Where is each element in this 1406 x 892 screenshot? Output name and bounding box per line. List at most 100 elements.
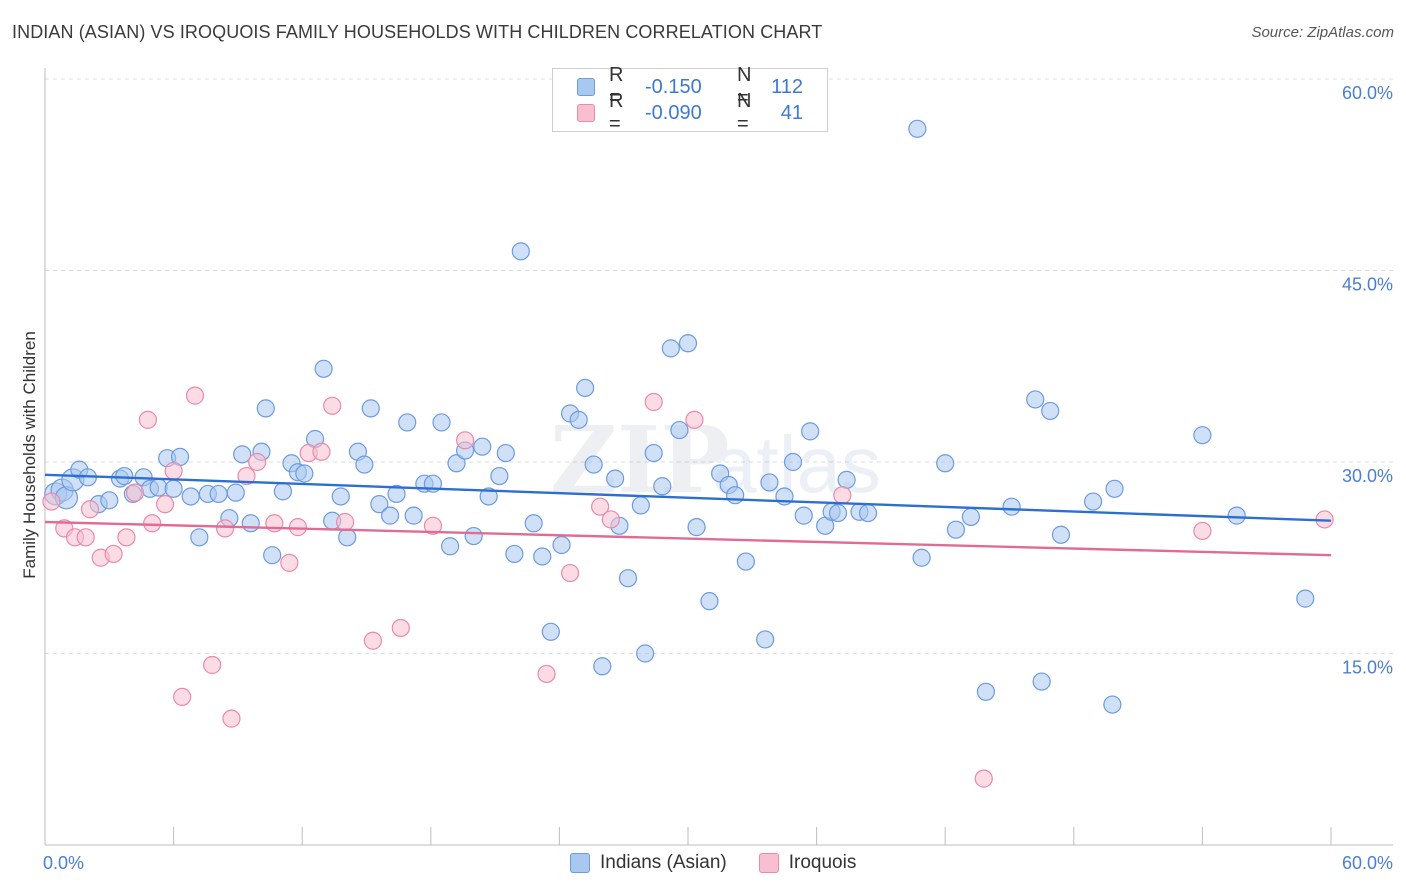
point-iroquois — [173, 687, 192, 707]
point-indians — [233, 445, 252, 464]
point-indians — [490, 466, 509, 486]
point-iroquois — [644, 392, 663, 412]
point-indians — [726, 486, 745, 505]
point-indians — [1002, 497, 1021, 516]
point-iroquois — [335, 512, 355, 532]
point-iroquois — [974, 769, 993, 788]
point-iroquois — [76, 528, 95, 547]
point-iroquois — [280, 553, 299, 572]
gridlines — [45, 78, 1393, 654]
x-tick-max: 60.0% — [1341, 853, 1393, 873]
n-label: N = — [737, 64, 752, 109]
point-indians — [912, 548, 931, 567]
legend-swatch-indians — [577, 78, 595, 96]
point-indians — [801, 422, 820, 441]
point-indians — [355, 455, 374, 474]
point-indians — [533, 547, 552, 566]
legend-item-iroquois[interactable]: Iroquois — [758, 852, 857, 874]
point-indians — [678, 334, 698, 353]
point-iroquois — [222, 709, 241, 728]
y-tick-label: 45.0% — [1342, 275, 1393, 295]
point-indians — [1026, 390, 1045, 409]
point-indians — [908, 119, 927, 138]
point-indians — [837, 470, 856, 489]
r-value: -0.150 — [645, 75, 702, 98]
point-indians — [190, 528, 209, 547]
point-indians — [464, 526, 483, 546]
point-indians — [1227, 506, 1246, 525]
source-label: Source: ZipAtlas.com — [1251, 24, 1394, 41]
n-value: 41 — [780, 101, 803, 124]
point-indians — [700, 592, 719, 611]
point-iroquois — [80, 500, 100, 519]
point-indians — [1105, 479, 1124, 498]
point-indians — [946, 520, 966, 539]
point-iroquois — [601, 510, 620, 529]
point-indians — [380, 506, 400, 525]
point-indians — [181, 487, 200, 506]
point-iroquois — [323, 396, 342, 415]
point-indians — [961, 507, 981, 526]
legend-swatch-indians — [570, 853, 590, 873]
point-indians — [1193, 426, 1212, 445]
point-indians — [569, 410, 588, 429]
point-indians — [505, 544, 524, 564]
legend-swatch-iroquois — [577, 104, 595, 122]
point-indians — [644, 443, 663, 463]
point-iroquois — [455, 431, 475, 450]
point-indians — [636, 644, 655, 663]
point-indians — [593, 657, 612, 676]
legend-swatch-iroquois — [758, 853, 779, 873]
point-indians — [631, 496, 650, 515]
r-value: -0.090 — [645, 101, 702, 124]
axes — [44, 68, 1393, 846]
point-indians — [1083, 492, 1103, 511]
r-label: R = — [609, 90, 624, 135]
y-axis-label: Family Households with Children — [20, 331, 39, 579]
point-indians — [361, 399, 380, 418]
legend-item-indians[interactable]: Indians (Asian) — [570, 852, 727, 874]
point-iroquois — [288, 518, 308, 537]
trend-line-indians — [44, 473, 1332, 522]
correlation-legend: R = -0.150 N = 112 R = -0.090 N = 41 — [552, 64, 828, 135]
trend-line-iroquois — [44, 520, 1332, 557]
point-iroquois — [237, 466, 256, 486]
legend-label-iroquois: Iroquois — [788, 852, 857, 873]
point-indians — [387, 484, 406, 504]
point-indians — [858, 503, 878, 523]
r-label: R = — [609, 64, 624, 109]
point-indians — [398, 413, 417, 432]
point-indians — [370, 495, 389, 514]
point-iroquois — [833, 486, 852, 505]
point-indians — [149, 478, 168, 497]
trend-lines — [44, 473, 1332, 557]
y-tick-label: 60.0% — [1342, 83, 1393, 103]
point-indians — [760, 473, 779, 492]
point-indians — [115, 466, 134, 486]
point-indians — [736, 552, 755, 571]
point-iroquois — [591, 497, 610, 516]
point-iroquois — [104, 544, 123, 564]
point-iroquois — [125, 483, 145, 502]
point-iroquois — [685, 410, 704, 429]
point-indians — [338, 528, 357, 547]
point-indians — [226, 483, 245, 502]
point-indians — [1032, 672, 1051, 691]
point-iroquois — [391, 618, 410, 638]
point-indians — [209, 484, 228, 504]
point-iroquois — [537, 664, 556, 684]
point-indians — [618, 569, 638, 588]
point-indians — [295, 464, 314, 483]
point-indians — [606, 469, 625, 488]
y-tick-label: 15.0% — [1342, 658, 1393, 678]
point-indians — [976, 682, 996, 701]
point-indians — [1051, 525, 1071, 544]
series-legend: Indians (Asian) Iroquois — [570, 852, 888, 874]
legend-label-indians: Indians (Asian) — [600, 852, 727, 873]
point-indians — [552, 535, 571, 555]
legend-row-iroquois: R = -0.090 N = 41 — [577, 90, 803, 135]
point-iroquois — [363, 631, 383, 650]
y-tick-label: 30.0% — [1342, 466, 1393, 486]
point-iroquois — [312, 442, 331, 461]
point-indians — [541, 622, 560, 641]
